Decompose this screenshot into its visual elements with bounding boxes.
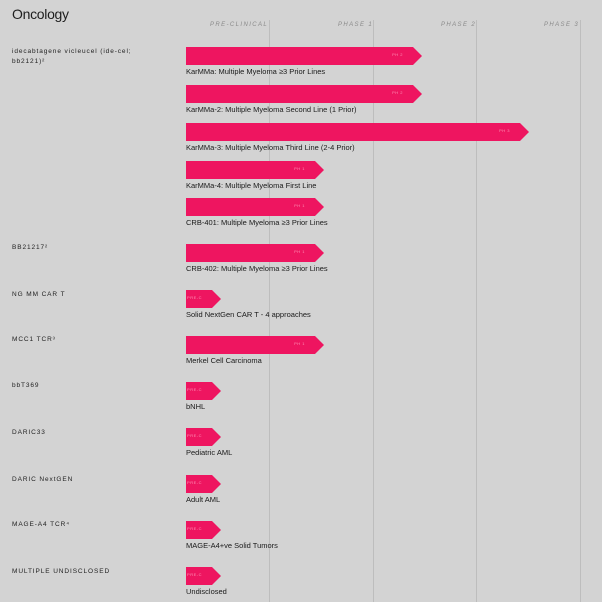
asset-multiple-undisclosed[interactable]: MULTIPLE UNDISCLOSED — [12, 568, 111, 575]
asset-ide-cel[interactable]: idecabtagene vicleucel (ide-cel; bb2121)… — [12, 48, 132, 65]
progress-bar[interactable]: PRE-C — [186, 382, 221, 400]
phase-1-label: PHASE 1 — [338, 22, 374, 28]
asset-ng-mm-car-t[interactable]: NG MM CAR T — [12, 291, 66, 298]
asset-bbt369[interactable]: bbT369 — [12, 382, 40, 389]
phase-tag: PH 3 — [499, 128, 510, 133]
progress-bar[interactable]: PH 1 — [186, 198, 324, 216]
phase-preclinical-label: PRE-CLINICAL — [210, 22, 269, 28]
indication-label: Pediatric AML — [186, 448, 233, 457]
indication-label: KarMMa-4: Multiple Myeloma First Line — [186, 181, 317, 190]
phase-tag: PRE-C — [187, 480, 202, 485]
phase-tag: PH 1 — [294, 166, 305, 171]
progress-bar[interactable]: PH 1 — [186, 336, 324, 354]
phase-2-label: PHASE 2 — [441, 22, 477, 28]
indication-label: KarMMa-2: Multiple Myeloma Second Line (… — [186, 105, 357, 114]
asset-daric-nextgen[interactable]: DARIC NextGEN — [12, 476, 74, 483]
grid-line — [476, 20, 477, 602]
phase-tag: PRE-C — [187, 526, 202, 531]
indication-label: bNHL — [186, 402, 206, 411]
indication-label: CRB-401: Multiple Myeloma ≥3 Prior Lines — [186, 218, 328, 227]
indication-label: Solid NextGen CAR T - 4 approaches — [186, 310, 311, 319]
indication-label: Adult AML — [186, 495, 221, 504]
asset-mcc1-tcr[interactable]: MCC1 TCR³ — [12, 336, 56, 343]
progress-bar[interactable]: PH 2 — [186, 85, 422, 103]
progress-bar[interactable]: PRE-C — [186, 428, 221, 446]
progress-bar[interactable]: PRE-C — [186, 475, 221, 493]
grid-line — [373, 20, 374, 602]
progress-bar[interactable]: PRE-C — [186, 567, 221, 585]
progress-bar[interactable]: PH 2 — [186, 47, 422, 65]
phase-tag: PRE-C — [187, 433, 202, 438]
asset-daric33[interactable]: DARIC33 — [12, 429, 46, 436]
indication-label: KarMMa-3: Multiple Myeloma Third Line (2… — [186, 143, 355, 152]
progress-bar[interactable]: PRE-C — [186, 290, 221, 308]
indication-label: Merkel Cell Carcinoma — [186, 356, 262, 365]
progress-bar[interactable]: PH 3 — [186, 123, 529, 141]
grid-line — [580, 20, 581, 602]
phase-tag: PH 2 — [392, 90, 403, 95]
indication-label: Undisclosed — [186, 587, 227, 596]
phase-tag: PH 1 — [294, 341, 305, 346]
progress-bar[interactable]: PH 1 — [186, 244, 324, 262]
phase-3-label: PHASE 3 — [544, 22, 580, 28]
phase-tag: PH 1 — [294, 203, 305, 208]
phase-tag: PRE-C — [187, 295, 202, 300]
indication-label: MAGE-A4+ve Solid Tumors — [186, 541, 278, 550]
indication-label: KarMMa: Multiple Myeloma ≥3 Prior Lines — [186, 67, 326, 76]
asset-bb21217[interactable]: BB21217² — [12, 244, 49, 251]
asset-mage-a4-tcr[interactable]: MAGE-A4 TCR⁴ — [12, 521, 70, 528]
indication-label: CRB-402: Multiple Myeloma ≥3 Prior Lines — [186, 264, 328, 273]
grid-line — [269, 20, 270, 602]
phase-tag: PH 1 — [294, 249, 305, 254]
phase-tag: PH 2 — [392, 52, 403, 57]
phase-tag: PRE-C — [187, 572, 202, 577]
progress-bar[interactable]: PH 1 — [186, 161, 324, 179]
progress-bar[interactable]: PRE-C — [186, 521, 221, 539]
phase-tag: PRE-C — [187, 387, 202, 392]
page-title: Oncology — [12, 6, 69, 22]
